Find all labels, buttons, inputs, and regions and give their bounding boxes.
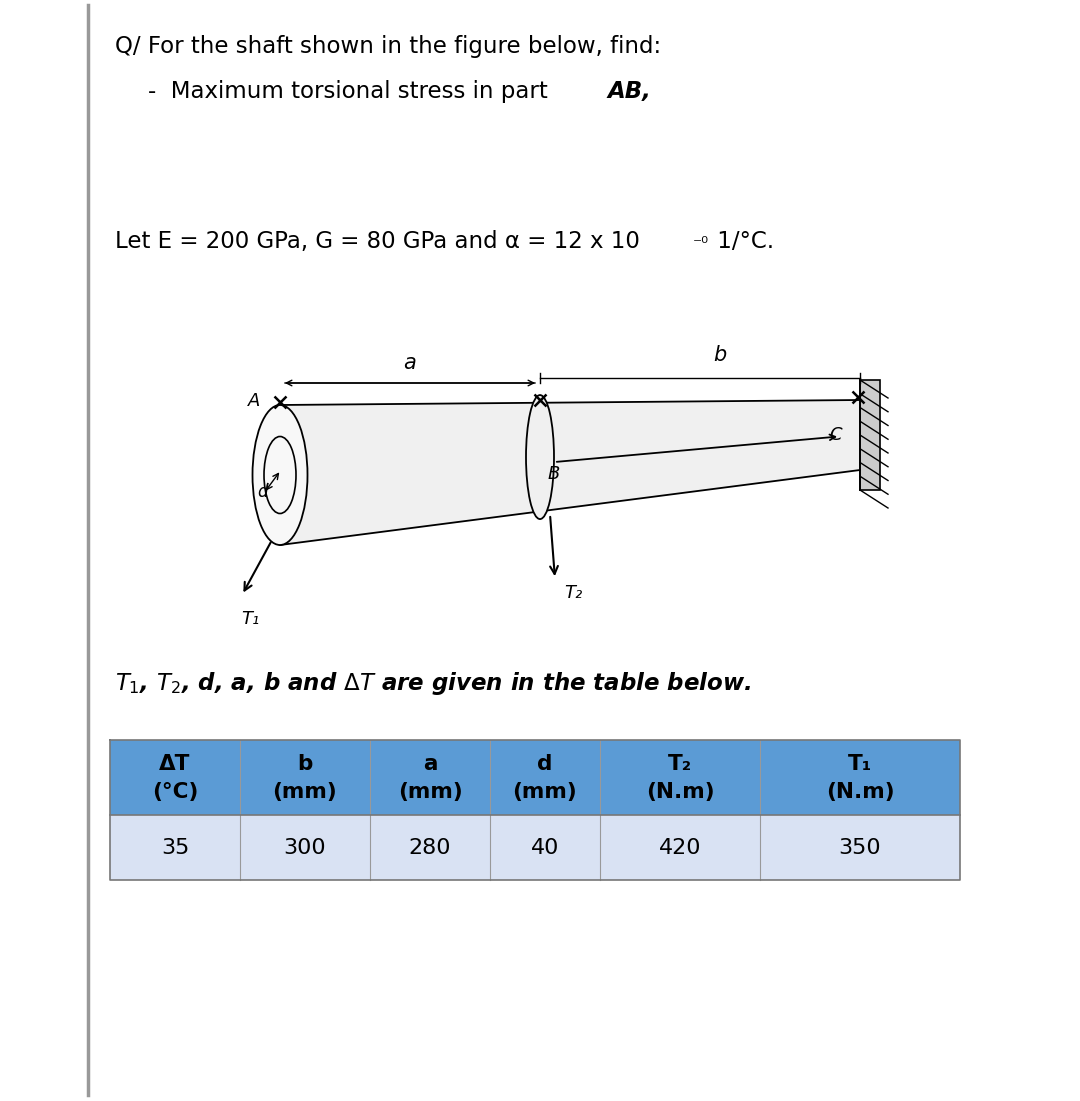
Text: (N.m): (N.m) [646,782,714,802]
Text: ΔT: ΔT [160,754,191,774]
Text: C: C [829,426,842,444]
Text: 280: 280 [408,838,451,858]
Text: b: b [297,754,313,774]
Text: 300: 300 [284,838,326,858]
Text: (N.m): (N.m) [826,782,894,802]
Text: d: d [257,483,267,501]
Text: Q/ For the shaft shown in the figure below, find:: Q/ For the shaft shown in the figure bel… [114,35,661,58]
Text: 40: 40 [530,838,559,858]
Text: A: A [247,392,260,410]
Text: T₂: T₂ [564,584,582,602]
Polygon shape [860,380,880,490]
Polygon shape [280,400,860,545]
Text: d: d [538,754,553,774]
Text: b: b [714,345,727,366]
Text: (°C): (°C) [152,782,199,802]
Text: ⁻⁰: ⁻⁰ [693,235,710,253]
Text: (mm): (mm) [272,782,337,802]
Text: AB,: AB, [607,80,651,103]
Text: T₁: T₁ [241,610,259,628]
Text: 1/°C.: 1/°C. [710,230,774,253]
Text: B: B [548,465,561,483]
Text: 35: 35 [161,838,189,858]
Ellipse shape [253,405,308,545]
Text: 350: 350 [839,838,881,858]
Ellipse shape [526,395,554,519]
Text: (mm): (mm) [397,782,462,802]
Text: -  Maximum torsional stress in part: - Maximum torsional stress in part [148,80,555,103]
Text: T₁: T₁ [848,754,873,774]
Polygon shape [110,740,960,815]
Text: T₂: T₂ [667,754,692,774]
Text: $\it{T_1}$, $\it{T_2}$, d, a, b and $\it{\Delta T}$ are given in the table below: $\it{T_1}$, $\it{T_2}$, d, a, b and $\it… [114,671,752,697]
Text: (mm): (mm) [513,782,578,802]
Polygon shape [110,815,960,880]
Text: a: a [422,754,437,774]
Text: Let E = 200 GPa, G = 80 GPa and α = 12 x 10: Let E = 200 GPa, G = 80 GPa and α = 12 x… [114,230,639,253]
Text: a: a [404,353,417,373]
Text: 420: 420 [659,838,701,858]
